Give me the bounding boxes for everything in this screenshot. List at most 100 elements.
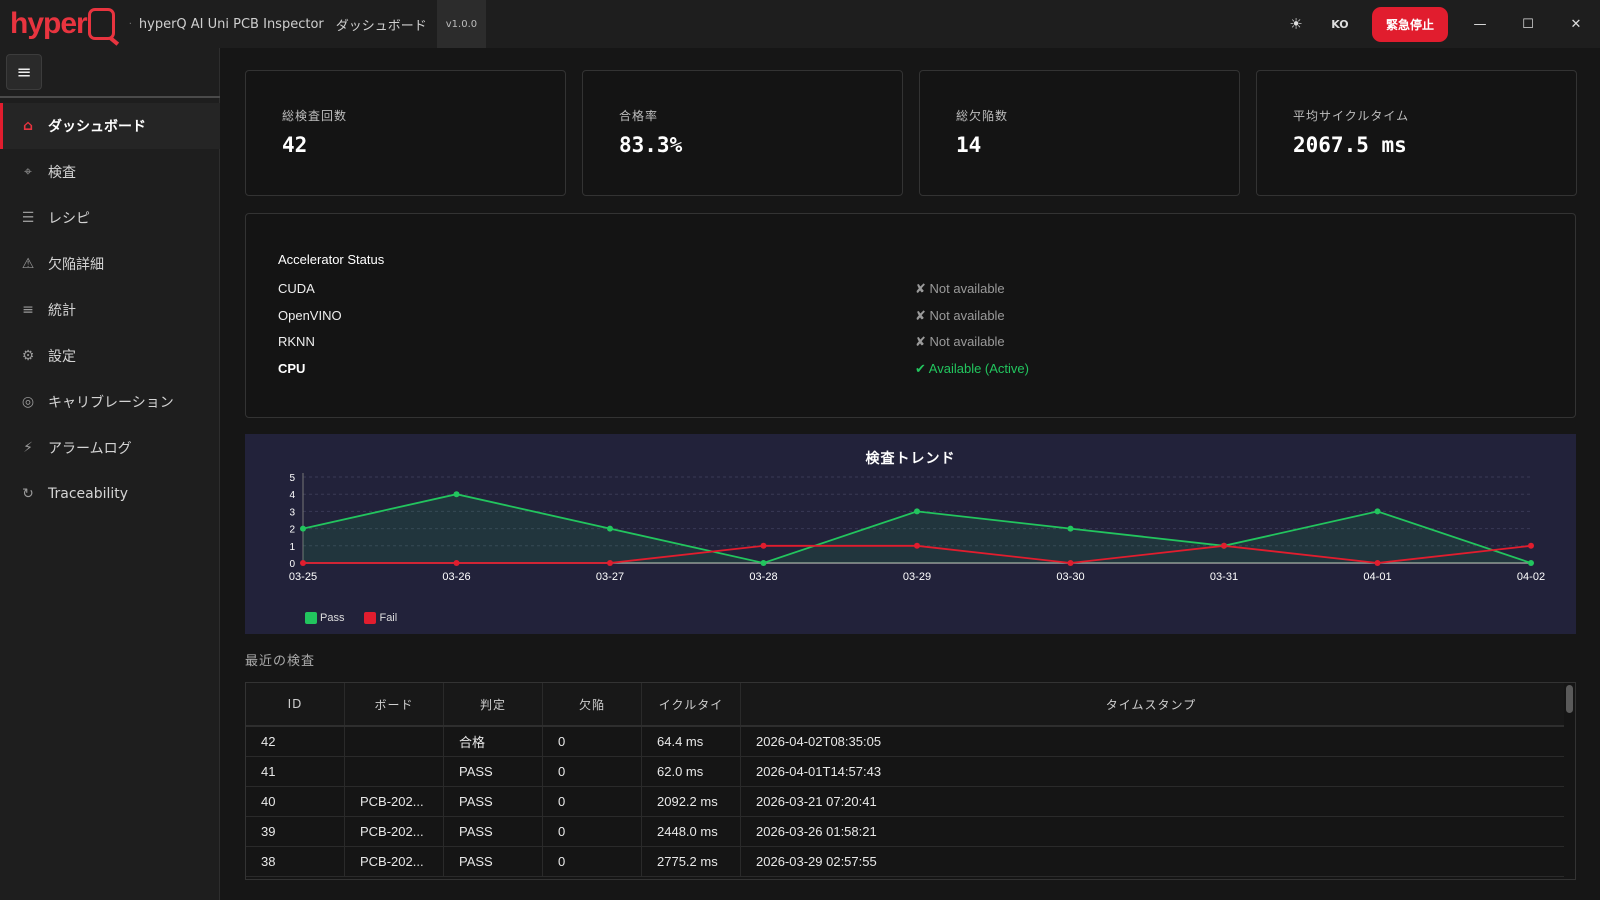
sidebar-divider — [0, 96, 220, 98]
column-header-defects[interactable]: 欠陥 — [543, 683, 642, 725]
data-point-pass — [607, 526, 613, 532]
close-icon[interactable]: ✕ — [1552, 17, 1600, 32]
column-header-cycle-time[interactable]: イクルタイ — [642, 683, 741, 725]
sidebar: ≡ ⌂ ダッシュボード ⌖ 検査 ☰ レシピ ⚠ 欠陥詳細 ≡ 統計 ⚙ 設定 … — [0, 48, 220, 900]
x-tick-label: 03-30 — [1056, 571, 1084, 583]
accelerator-status: ✘ Not available — [915, 281, 1005, 297]
app-name: hyperQ AI Uni PCB Inspector — [139, 17, 324, 32]
minimize-icon[interactable]: — — [1456, 17, 1504, 32]
cell-board: PCB-202... — [345, 817, 444, 846]
x-tick-label: 04-02 — [1517, 571, 1545, 583]
title-bar: hyper · hyperQ AI Uni PCB Inspector ダッシュ… — [0, 0, 1600, 48]
data-point-pass — [1375, 508, 1381, 514]
table-scrollbar[interactable] — [1564, 683, 1575, 880]
data-point-pass — [761, 560, 767, 566]
logo-q-mark — [88, 8, 115, 40]
y-tick-label: 2 — [289, 525, 295, 536]
maximize-icon[interactable]: ☐ — [1504, 17, 1552, 32]
warning-icon: ⚠ — [18, 256, 38, 272]
x-tick-label: 03-27 — [596, 571, 624, 583]
cell-timestamp: 2026-03-26 01:58:21 — [741, 817, 1561, 846]
cell-id: 42 — [246, 727, 345, 756]
stat-label: 総欠陥数 — [956, 107, 1239, 124]
cell-id: 40 — [246, 787, 345, 816]
cell-board: PCB-202... — [345, 847, 444, 876]
column-header-timestamp[interactable]: タイムスタンプ — [741, 683, 1561, 725]
table-row[interactable]: 41 PASS 0 62.0 ms 2026-04-01T14:57:43 — [246, 757, 1575, 787]
data-point-fail — [1528, 543, 1534, 549]
accelerator-status: ✔ Available (Active) — [915, 361, 1029, 377]
trend-chart-svg: 0 1 2 3 4 5 03-25 03-26 03-27 03-28 03-29 03-30 03-3… — [245, 434, 1576, 634]
x-tick-label: 03-25 — [289, 571, 317, 583]
sidebar-item-label: ダッシュボード — [48, 116, 146, 136]
cell-id: 38 — [246, 847, 345, 876]
table-row[interactable]: 42 合格 0 64.4 ms 2026-04-02T08:35:05 — [246, 727, 1575, 757]
stat-value: 83.3% — [619, 133, 902, 157]
accelerator-name: RKNN — [278, 334, 315, 349]
sidebar-item-recipe[interactable]: ☰ レシピ — [0, 195, 220, 241]
sidebar-item-traceability[interactable]: ↻ Traceability — [0, 471, 220, 517]
table-scrollbar-thumb[interactable] — [1566, 685, 1573, 713]
cell-cycle-time: 2448.0 ms — [642, 817, 741, 846]
data-point-pass — [914, 508, 920, 514]
column-header-id[interactable]: ID — [246, 683, 345, 725]
accelerator-row-cuda: CUDA ✘ Not available — [278, 281, 1558, 308]
theme-toggle-sun-icon[interactable]: ☀ — [1276, 15, 1316, 33]
legend-item-fail[interactable]: Fail — [364, 612, 397, 624]
accelerator-status-panel: Accelerator Status CUDA ✘ Not available … — [245, 213, 1576, 418]
data-point-fail — [607, 560, 613, 566]
sidebar-item-defect-detail[interactable]: ⚠ 欠陥詳細 — [0, 241, 220, 287]
cell-cycle-time: 62.0 ms — [642, 757, 741, 786]
data-point-pass — [1528, 560, 1534, 566]
cell-cycle-time: 64.4 ms — [642, 727, 741, 756]
y-tick-label: 0 — [289, 559, 295, 570]
stat-label: 総検査回数 — [282, 107, 565, 124]
sidebar-item-calibration[interactable]: ◎ キャリブレーション — [0, 379, 220, 425]
sidebar-item-label: レシピ — [48, 208, 90, 228]
sidebar-item-alarm-log[interactable]: ⚡ アラームログ — [0, 425, 220, 471]
x-tick-label: 03-31 — [1210, 571, 1238, 583]
data-point-pass — [1068, 526, 1074, 532]
sidebar-item-inspection[interactable]: ⌖ 検査 — [0, 149, 220, 195]
data-point-fail — [1375, 560, 1381, 566]
table-row[interactable]: 40 PCB-202... PASS 0 2092.2 ms 2026-03-2… — [246, 787, 1575, 817]
accelerator-row-rknn: RKNN ✘ Not available — [278, 334, 1558, 361]
stat-cards: 総検査回数 42 合格率 83.3% 総欠陥数 14 平均サイクルタイム 206… — [245, 70, 1577, 196]
data-point-fail — [1221, 543, 1227, 549]
logo-text: hyper — [10, 7, 87, 41]
current-page-name: ダッシュボード — [336, 15, 427, 34]
column-header-board[interactable]: ボード — [345, 683, 444, 725]
sidebar-item-settings[interactable]: ⚙ 設定 — [0, 333, 220, 379]
accelerator-status: ✘ Not available — [915, 334, 1005, 350]
table-row[interactable]: 39 PCB-202... PASS 0 2448.0 ms 2026-03-2… — [246, 817, 1575, 847]
data-point-fail — [761, 543, 767, 549]
stat-value: 2067.5 ms — [1293, 133, 1576, 157]
language-switch-button[interactable]: KO — [1320, 18, 1360, 31]
sidebar-item-statistics[interactable]: ≡ 統計 — [0, 287, 220, 333]
home-icon: ⌂ — [18, 118, 38, 134]
legend-item-pass[interactable]: Pass — [305, 612, 344, 624]
emergency-stop-button[interactable]: 緊急停止 — [1372, 7, 1448, 42]
stat-value: 42 — [282, 133, 565, 157]
data-point-fail — [914, 543, 920, 549]
sidebar-nav: ⌂ ダッシュボード ⌖ 検査 ☰ レシピ ⚠ 欠陥詳細 ≡ 統計 ⚙ 設定 ◎ … — [0, 103, 220, 517]
refresh-icon: ↻ — [18, 486, 38, 502]
hyperq-logo: hyper — [10, 7, 115, 41]
sidebar-item-label: 統計 — [48, 300, 76, 320]
cell-timestamp: 2026-03-29 02:57:55 — [741, 847, 1561, 876]
column-header-result[interactable]: 判定 — [444, 683, 543, 725]
sidebar-item-label: 設定 — [48, 346, 76, 366]
sidebar-item-label: 欠陥詳細 — [48, 254, 104, 274]
stat-label: 平均サイクルタイム — [1293, 107, 1576, 124]
data-point-fail — [300, 560, 306, 566]
hamburger-menu-icon[interactable]: ≡ — [6, 54, 42, 90]
sidebar-item-dashboard[interactable]: ⌂ ダッシュボード — [0, 103, 220, 149]
target-icon: ◎ — [18, 394, 38, 410]
y-tick-label: 1 — [289, 542, 295, 553]
cell-timestamp: 2026-04-01T14:57:43 — [741, 757, 1561, 786]
cell-timestamp: 2026-03-21 07:20:41 — [741, 787, 1561, 816]
table-row[interactable]: 38 PCB-202... PASS 0 2775.2 ms 2026-03-2… — [246, 847, 1575, 877]
crosshair-icon: ⌖ — [18, 164, 38, 180]
lightning-icon: ⚡ — [18, 440, 38, 456]
list-icon: ☰ — [18, 210, 38, 226]
